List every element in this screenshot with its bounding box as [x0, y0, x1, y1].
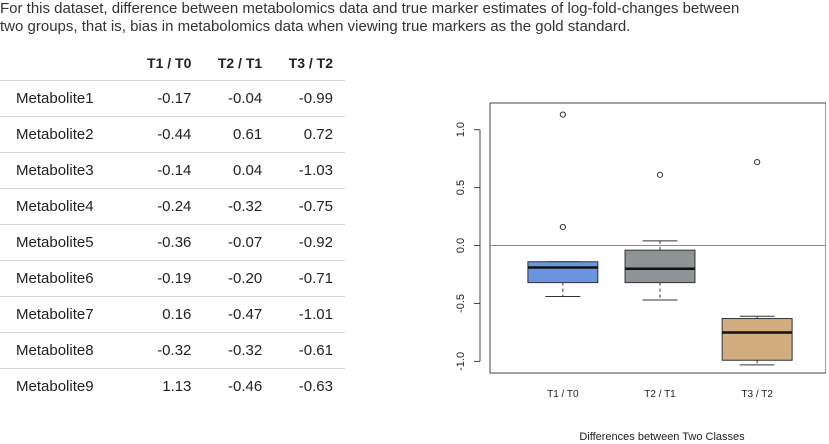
row-label: Metabolite8	[0, 332, 133, 369]
table-cell: -0.63	[274, 368, 345, 404]
outlier-point	[559, 223, 566, 231]
table-cell: -0.71	[274, 260, 345, 297]
outlier-point	[559, 111, 566, 118]
intro-line-2: two groups, that is, bias in metabolomic…	[0, 18, 631, 35]
table-cell: -0.07	[203, 224, 275, 261]
table-row: Metabolite4 -0.24 -0.32 -0.75	[0, 188, 345, 225]
table-cell: -0.32	[203, 332, 275, 369]
table-cell: -0.04	[203, 80, 275, 117]
plot-frame	[489, 102, 826, 374]
box	[527, 261, 599, 284]
x-tick-label: T1 / T0	[547, 389, 579, 400]
y-tick-label: 1.0	[455, 122, 467, 137]
table-cell: 0.72	[274, 116, 345, 153]
table-cell: -0.61	[274, 332, 345, 369]
box-group	[624, 171, 696, 301]
row-label: Metabolite1	[0, 80, 133, 117]
table-cell: -0.75	[274, 188, 345, 225]
x-tick-label: T3 / T2	[741, 389, 773, 400]
row-label: Metabolite4	[0, 188, 133, 225]
table-row: Metabolite7 0.16 -0.47 -1.01	[0, 296, 345, 333]
table-cell: 0.61	[203, 116, 275, 153]
y-tick-label: 0.0	[455, 238, 467, 253]
row-label: Metabolite2	[0, 116, 133, 153]
intro-text: For this dataset, difference between met…	[0, 0, 829, 36]
y-tick-label: 0.5	[455, 180, 467, 195]
data-table: T1 / T0 T2 / T1 T3 / T2 Metabolite1 -0.1…	[0, 46, 345, 404]
table-cell: -0.46	[203, 368, 275, 404]
table-header-row: T1 / T0 T2 / T1 T3 / T2	[0, 46, 345, 81]
box-group	[721, 158, 793, 366]
table-cell: -0.32	[203, 188, 275, 225]
x-tick-label: T2 / T1	[644, 389, 676, 400]
table-row: Metabolite2 -0.44 0.61 0.72	[0, 116, 345, 153]
x-axis-label: Differences between Two Classes	[579, 431, 745, 443]
table-cell: -0.20	[203, 260, 275, 297]
y-tick-label: -0.5	[455, 294, 467, 313]
intro-line-1: For this dataset, difference between met…	[0, 0, 740, 17]
table-cell: -0.19	[132, 260, 204, 297]
box-group	[527, 111, 599, 298]
row-label: Metabolite9	[0, 368, 133, 404]
table-header-corner	[0, 46, 133, 81]
table-cell: -0.47	[203, 296, 275, 333]
outlier-point	[754, 158, 761, 166]
row-label: Metabolite3	[0, 152, 133, 189]
table-cell: -0.36	[132, 224, 204, 261]
table-row: Metabolite6 -0.19 -0.20 -0.71	[0, 260, 345, 297]
y-tick-label: -1.0	[455, 352, 467, 371]
table-cell: 0.16	[132, 296, 204, 333]
table-cell: -0.44	[132, 116, 204, 153]
table-row: Metabolite8 -0.32 -0.32 -0.61	[0, 332, 345, 369]
table-header-cell: T2 / T1	[217, 55, 263, 71]
table-cell: -0.14	[132, 152, 204, 189]
table-cell: -1.01	[274, 296, 345, 333]
table-cell: 1.13	[132, 368, 204, 404]
table-cell: -0.17	[132, 80, 204, 117]
outlier-point	[656, 171, 664, 178]
table-header-cell: T3 / T2	[288, 55, 333, 71]
table-row: Metabolite1 -0.17 -0.04 -0.99	[0, 80, 345, 117]
table-cell: -0.92	[274, 224, 345, 261]
box	[721, 318, 793, 361]
row-label: Metabolite6	[0, 260, 133, 297]
table-row: Metabolite3 -0.14 0.04 -1.03	[0, 152, 345, 189]
table-cell: 0.04	[203, 152, 275, 189]
table-cell: -0.99	[274, 80, 345, 117]
table-row: Metabolite9 1.13 -0.46 -0.63	[0, 368, 345, 404]
boxplot-chart: -1.0-0.50.00.51.0Logarithmic Fold Change…	[455, 102, 826, 443]
row-label: Metabolite5	[0, 224, 133, 261]
table-cell: -0.32	[132, 332, 204, 369]
table-cell: -0.24	[132, 188, 204, 225]
row-label: Metabolite7	[0, 296, 133, 333]
table-cell: -1.03	[274, 152, 345, 189]
box	[624, 249, 696, 284]
table-header-cell: T1 / T0	[147, 55, 192, 71]
table-row: Metabolite5 -0.36 -0.07 -0.92	[0, 224, 345, 261]
